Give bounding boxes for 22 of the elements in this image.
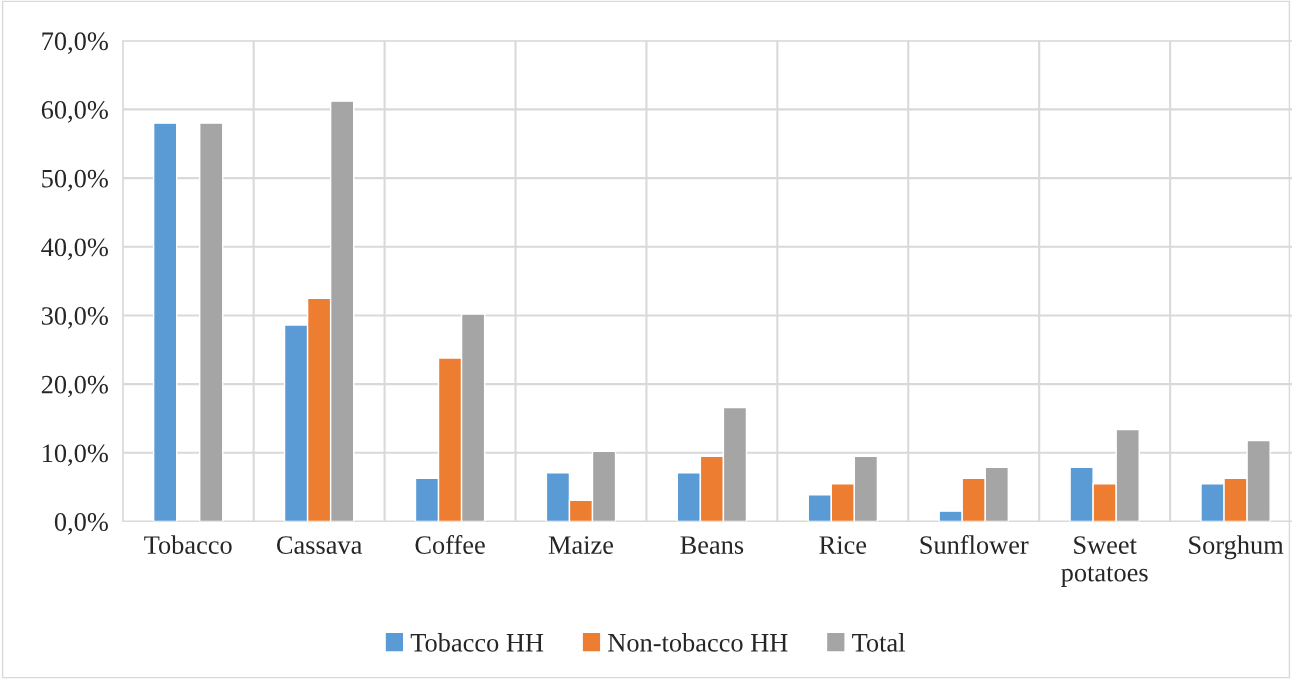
x-tick-label: Sunflower — [920, 535, 1029, 554]
y-tick-label: 0,0% — [54, 513, 108, 535]
x-tick-label: Coffee — [415, 535, 485, 554]
x-tick-label: Sweet potatoes — [1061, 536, 1148, 587]
y-tick-label: 40,0% — [41, 238, 108, 260]
y-tick-label: 70,0% — [42, 32, 108, 54]
y-tick-label: 50,0% — [42, 169, 108, 192]
x-tick-label: Tobacco — [144, 535, 232, 554]
x-tick-label: Sorghum — [1189, 535, 1284, 560]
x-tick-label: Maize — [548, 536, 614, 554]
legend-label: Non-tobacco HH — [608, 633, 788, 652]
y-tick-label: 10,0% — [43, 444, 108, 467]
y-tick-label: 20,0% — [41, 375, 108, 398]
bar — [152, 122, 178, 522]
x-tick-label: Rice — [819, 536, 867, 554]
legend-label: Tobacco HH — [410, 633, 544, 652]
bar — [199, 122, 224, 522]
y-tick-label: 60,0% — [41, 101, 108, 123]
x-tick-label: Beans — [680, 536, 744, 554]
x-tick-label: Cassava — [276, 536, 362, 554]
y-tick-label: 30,0% — [41, 307, 108, 329]
legend-label: Total — [852, 633, 905, 652]
